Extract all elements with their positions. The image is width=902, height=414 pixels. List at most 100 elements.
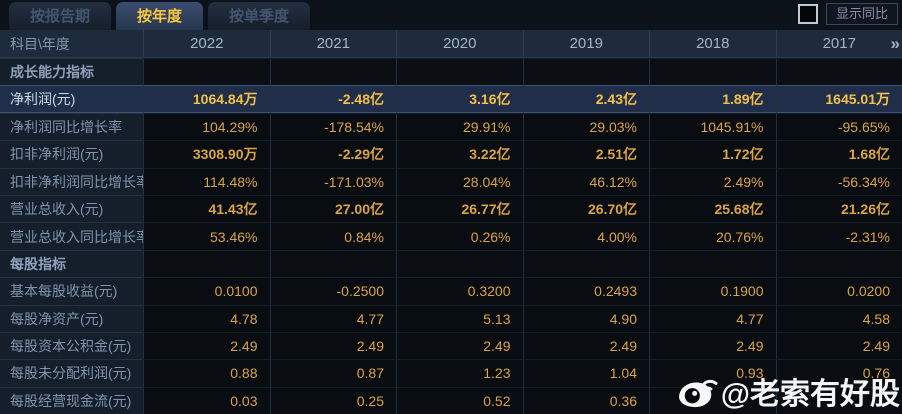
value-cell: 1.23: [396, 359, 523, 387]
year-label: 2020: [443, 35, 477, 52]
value-cell: 0.3200: [396, 277, 523, 305]
table-row[interactable]: 扣非净利润同比增长率 114.48% -171.03% 28.04% 46.12% 2.4…: [0, 167, 902, 195]
value-cell: 41.43亿: [143, 194, 270, 223]
table-row[interactable]: 营业总收入(元) 41.43亿 27.00亿 26.77亿 26.70亿 25.68亿 21…: [0, 194, 902, 223]
row-label: 基本每股收益(元): [0, 277, 143, 305]
table-row[interactable]: 净利润同比增长率 104.29% -178.54% 29.91% 29.03% 1045.…: [0, 112, 902, 141]
year-label: 2021: [316, 35, 350, 52]
value-cell: 1645.01万: [775, 85, 902, 113]
value-cell: 3.16亿: [396, 85, 523, 113]
value-cell: 28.04%: [396, 167, 523, 195]
row-label: 每股经营现金流(元): [0, 386, 143, 414]
row-label: 每股净资产(元): [0, 304, 143, 332]
value-cell: 2.49: [649, 331, 776, 360]
value-cell: [269, 58, 396, 86]
year-label: 2018: [696, 35, 730, 52]
value-cell: 0.36: [522, 386, 649, 414]
tab-by-report-period[interactable]: 按报告期: [9, 2, 112, 30]
value-cell: 2.43亿: [522, 85, 649, 113]
show-yoy-checkbox[interactable]: [797, 4, 818, 24]
table-row[interactable]: 营业总收入同比增长率 53.46% 0.84% 0.26% 4.00% 20.76% -2.…: [0, 222, 902, 250]
value-cell: [775, 386, 902, 414]
value-cell: [143, 58, 270, 86]
value-cell: 46.12%: [522, 167, 649, 195]
table-row[interactable]: 每股净资产(元) 4.78 4.77 5.13 4.90 4.77 4.58: [0, 304, 902, 332]
value-cell: 4.78: [143, 304, 270, 332]
year-column-header: 2020: [396, 30, 523, 57]
value-cell: 0.25: [269, 386, 396, 414]
table-row[interactable]: 基本每股收益(元) 0.0100 -0.2500 0.3200 0.2493 0.1900…: [0, 277, 902, 305]
section-row: 成长能力指标: [0, 58, 902, 86]
value-cell: [396, 58, 523, 86]
value-cell: 1.04: [522, 359, 649, 387]
value-cell: -0.2500: [269, 277, 396, 305]
value-cell: 29.91%: [396, 112, 523, 141]
value-cell: 20.76%: [649, 222, 776, 250]
table-row[interactable]: 每股经营现金流(元) 0.03 0.25 0.52 0.36: [0, 386, 902, 414]
value-cell: 3308.90万: [143, 140, 270, 168]
value-cell: 0.76: [775, 359, 902, 387]
value-cell: [649, 58, 776, 86]
show-yoy-label[interactable]: 显示同比: [825, 3, 898, 25]
row-label: 扣非净利润同比增长率: [0, 167, 143, 195]
value-cell: -95.65%: [775, 112, 902, 141]
table-row[interactable]: 每股资本公积金(元) 2.49 2.49 2.49 2.49 2.49 2.49: [0, 331, 902, 360]
value-cell: 1.68亿: [775, 140, 902, 168]
value-cell: -2.48亿: [269, 85, 396, 113]
year-column-header: 2017 »: [775, 30, 902, 57]
value-cell: 2.49: [143, 331, 270, 360]
year-label: 2022: [190, 35, 224, 52]
value-cell: 26.77亿: [396, 194, 523, 223]
value-cell: -2.31%: [775, 222, 902, 250]
value-cell: [269, 249, 396, 278]
row-label: 净利润同比增长率: [0, 112, 143, 141]
value-cell: 25.68亿: [649, 194, 776, 223]
value-cell: 4.77: [269, 304, 396, 332]
value-cell: 4.77: [649, 304, 776, 332]
value-cell: 1064.84万: [143, 85, 270, 113]
value-cell: 4.90: [522, 304, 649, 332]
table-row[interactable]: 每股未分配利润(元) 0.88 0.87 1.23 1.04 0.93 0.76: [0, 359, 902, 387]
value-cell: 4.00%: [522, 222, 649, 250]
value-cell: 1.72亿: [649, 140, 776, 168]
value-cell: 0.0100: [143, 277, 270, 305]
value-cell: 0.03: [143, 386, 270, 414]
value-cell: 1045.91%: [649, 112, 776, 141]
value-cell: 0.2493: [522, 277, 649, 305]
value-cell: 2.49: [522, 331, 649, 360]
value-cell: 21.26亿: [775, 194, 902, 223]
value-cell: -171.03%: [269, 167, 396, 195]
value-cell: 2.49: [775, 331, 902, 360]
year-label: 2019: [569, 35, 603, 52]
value-cell: [649, 249, 776, 278]
value-cell: 2.49: [269, 331, 396, 360]
section-header-label: 每股指标: [0, 249, 143, 278]
value-cell: 114.48%: [143, 167, 270, 195]
value-cell: [649, 386, 776, 414]
table-row[interactable]: 净利润(元) 1064.84万 -2.48亿 3.16亿 2.43亿 1.89亿 1645.…: [0, 85, 902, 113]
tab-by-year[interactable]: 按年度: [116, 2, 204, 30]
value-cell: [396, 249, 523, 278]
value-cell: 0.0200: [775, 277, 902, 305]
row-label: 扣非净利润(元): [0, 140, 143, 168]
value-cell: 26.70亿: [522, 194, 649, 223]
value-cell: 104.29%: [143, 112, 270, 141]
table-row[interactable]: 扣非净利润(元) 3308.90万 -2.29亿 3.22亿 2.51亿 1.72亿 1.6…: [0, 140, 902, 168]
value-cell: 2.51亿: [522, 140, 649, 168]
value-cell: 0.87: [269, 359, 396, 387]
year-column-header: 2019: [522, 30, 650, 57]
value-cell: 0.26%: [396, 222, 523, 250]
value-cell: 4.58: [775, 304, 902, 332]
tab-by-quarter[interactable]: 按单季度: [208, 2, 311, 30]
value-cell: 5.13: [396, 304, 523, 332]
value-cell: 29.03%: [522, 112, 649, 141]
corner-header: 科目\年度: [10, 35, 70, 52]
more-years-icon[interactable]: »: [890, 33, 901, 53]
row-label: 营业总收入(元): [0, 194, 143, 223]
value-cell: 53.46%: [143, 222, 270, 250]
value-cell: [522, 58, 649, 86]
row-label: 每股未分配利润(元): [0, 359, 143, 387]
value-cell: -178.54%: [269, 112, 396, 141]
value-cell: [143, 249, 270, 278]
